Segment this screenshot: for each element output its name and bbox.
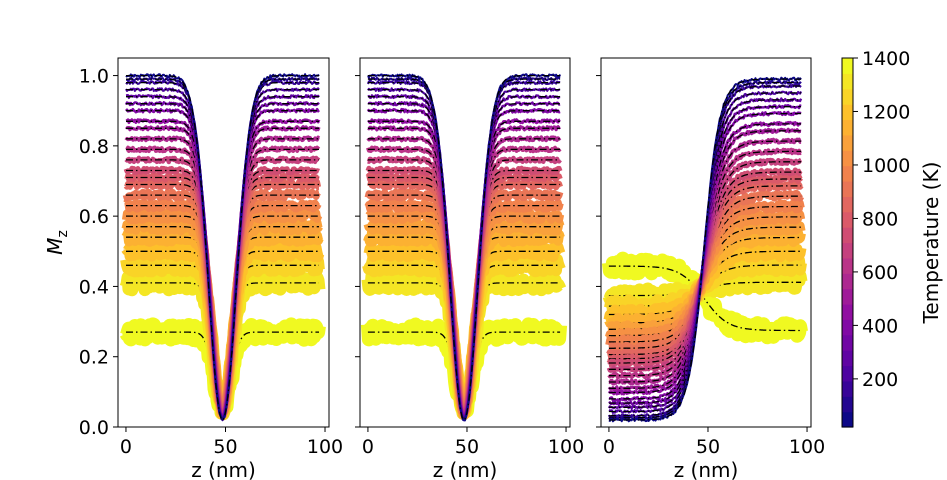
fit-series <box>126 194 319 415</box>
y-tick-label: 0.8 <box>79 136 109 158</box>
colorbar-segment <box>842 211 853 228</box>
colorbar-segment <box>842 304 853 320</box>
y-tick-label: 0.0 <box>79 417 109 439</box>
colorbar-segment <box>842 411 853 428</box>
fit-series <box>367 264 561 412</box>
colorbar-segment <box>842 165 853 182</box>
fit-series <box>126 250 319 412</box>
fit-series <box>367 331 561 411</box>
y-axis-label: Mz <box>43 230 71 255</box>
colorbar-tick-label: 1400 <box>862 48 910 70</box>
fit-series <box>608 130 802 389</box>
colorbar-segment <box>842 242 853 259</box>
colorbar-segment <box>842 181 853 197</box>
fit-series <box>367 226 561 413</box>
fit-series <box>608 178 802 360</box>
colorbar-segment <box>842 350 853 367</box>
x-axis-label: z (nm) <box>674 458 739 480</box>
x-tick-label: 0 <box>603 436 615 458</box>
fit-series <box>126 236 319 413</box>
fit-series <box>367 204 561 414</box>
y-tick-label: 1.0 <box>79 66 109 88</box>
colorbar-segment <box>842 104 853 121</box>
x-tick-label: 100 <box>307 436 343 458</box>
x-tick-label: 0 <box>362 436 374 458</box>
colorbar-segment <box>842 288 853 305</box>
axes-frame <box>117 57 330 428</box>
plot-area <box>119 73 326 422</box>
x-tick-label: 0 <box>120 436 132 458</box>
x-tick-label: 50 <box>213 436 237 458</box>
colorbar-tick-label: 600 <box>862 262 898 284</box>
fit-series <box>608 92 802 413</box>
y-tick-label: 0.2 <box>79 347 109 369</box>
colorbar-segment <box>842 227 853 244</box>
colorbar-segment <box>842 150 853 167</box>
fit-series <box>608 99 802 408</box>
x-tick-label: 50 <box>696 436 720 458</box>
fit-series <box>126 226 319 413</box>
fit-series <box>608 150 802 377</box>
colorbar-segment <box>842 119 853 136</box>
fit-series <box>126 176 319 415</box>
colorbar-tick-label: 800 <box>862 208 898 230</box>
colorbar-segment <box>842 257 853 274</box>
fit-series <box>126 120 319 418</box>
fit-series <box>126 331 319 411</box>
fit-series <box>608 185 802 356</box>
colorbar-segment <box>842 196 853 213</box>
colorbar-tick-label: 1000 <box>862 155 910 177</box>
colorbar-segment <box>842 396 853 413</box>
x-axis-label: z (nm) <box>433 458 498 480</box>
panel-right: 0 50 100 z (nm) <box>596 57 825 480</box>
colorbar-segment <box>842 58 853 74</box>
colorbar-tick-label: 200 <box>862 369 898 391</box>
y-tick-label: 0.4 <box>79 276 109 298</box>
fit-series <box>608 205 802 343</box>
colorbar-segment <box>842 365 853 382</box>
fit-series <box>367 194 561 415</box>
colorbar-segment <box>842 319 853 336</box>
fit-series <box>126 74 319 421</box>
axes-frame <box>600 57 812 428</box>
fit-series <box>367 236 561 413</box>
colorbar-tick-label: 1200 <box>862 101 910 123</box>
fit-series <box>367 282 561 411</box>
plot-area <box>601 76 808 423</box>
colorbar-label: Temperature (K) <box>919 162 943 325</box>
fit-series <box>126 204 319 414</box>
colorbar-segment <box>842 73 853 90</box>
fit-series <box>608 161 802 371</box>
fit-series <box>367 120 561 418</box>
fit-series <box>367 88 561 420</box>
x-tick-label: 100 <box>789 436 825 458</box>
x-tick-label: 50 <box>455 436 479 458</box>
fit-series <box>126 282 319 411</box>
fit-series <box>608 226 802 330</box>
panel-left: 0 50 100 z (nm) 0.0 0.2 0.4 0.6 0.8 1.0 Mz <box>43 57 343 480</box>
colorbar-frame <box>841 57 854 428</box>
colorbar-segment <box>842 380 853 397</box>
colorbar-tick-label: 400 <box>862 315 898 337</box>
fit-series <box>367 250 561 412</box>
fit-series <box>608 81 802 419</box>
panel-middle: 0 50 100 z (nm) <box>355 57 584 480</box>
colorbar: 200 400 600 800 1000 1200 1400 Temperature (K) <box>841 48 943 428</box>
colorbar-segment <box>842 334 853 351</box>
plot-area <box>360 73 568 422</box>
fit-series <box>608 281 802 297</box>
fit-series <box>367 74 561 421</box>
axes-frame <box>359 57 571 428</box>
colorbar-segment <box>842 134 853 151</box>
colorbar-segment <box>842 273 853 290</box>
x-axis-label: z (nm) <box>191 458 256 480</box>
fit-series <box>367 176 561 415</box>
fit-series <box>608 78 802 421</box>
colorbar-segment <box>842 88 853 105</box>
fit-series <box>608 265 802 332</box>
y-tick-label: 0.6 <box>79 206 109 228</box>
x-tick-label: 100 <box>548 436 584 458</box>
